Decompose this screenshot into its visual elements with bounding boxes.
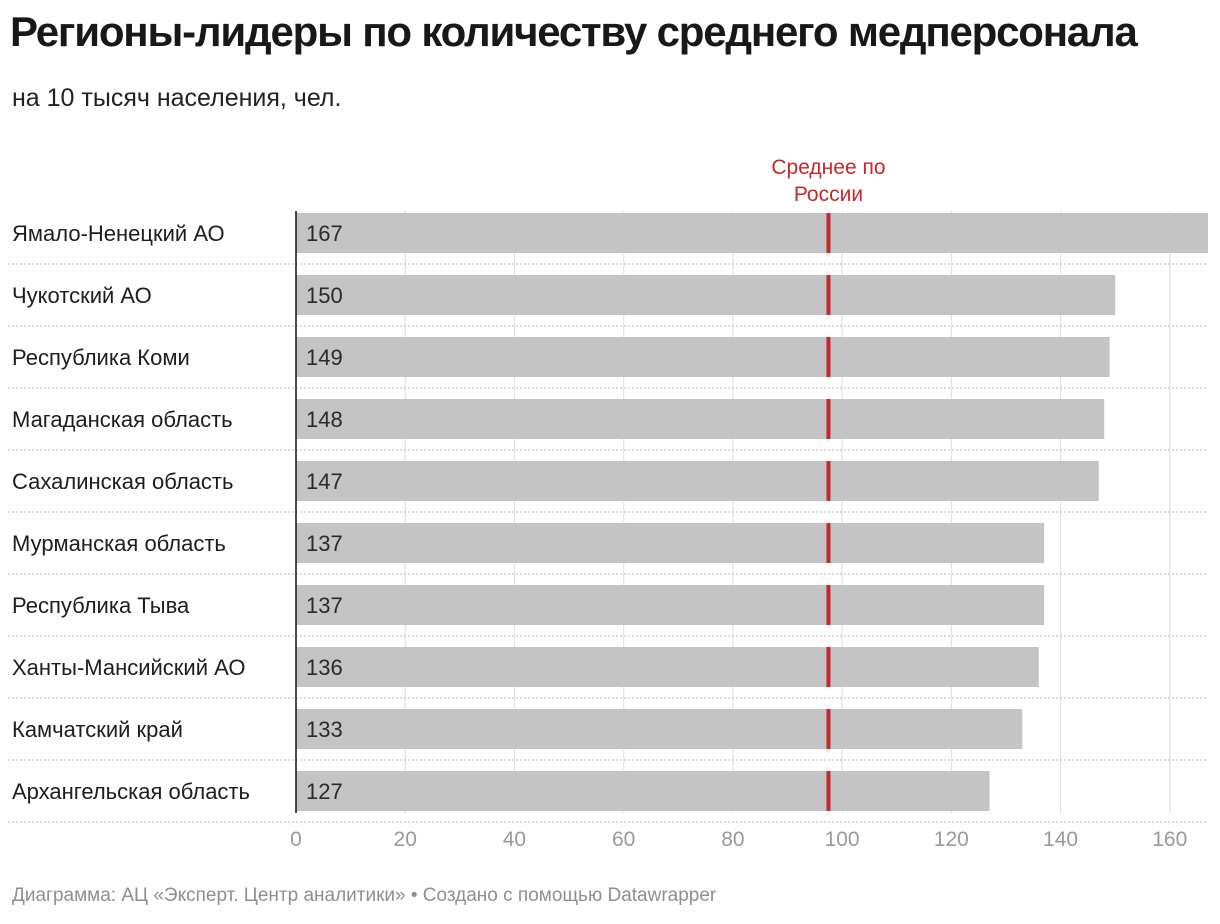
x-tick-label: 80 [721,828,744,851]
x-tick-label: 20 [394,828,417,851]
x-tick-label: 60 [612,828,635,851]
category-label: Сахалинская область [12,469,233,494]
bar [296,275,1116,315]
bar-value-label: 137 [306,531,343,556]
x-tick-label: 120 [934,828,969,851]
x-tick-label: 100 [825,828,860,851]
category-label: Республика Тыва [12,593,190,618]
bar [296,523,1045,563]
reference-label-line1: Среднее по [771,156,885,179]
category-label: Чукотский АО [12,283,152,308]
chart-title: Регионы-лидеры по количеству среднего ме… [10,8,1138,55]
bar [296,213,1208,253]
category-label: Республика Коми [12,345,190,370]
bar-value-label: 150 [306,283,343,308]
bar [296,585,1045,625]
category-label: Магаданская область [12,407,233,432]
reference-label-line2: России [794,183,863,206]
category-label: Ханты-Мансийский АО [12,655,245,680]
chart-subtitle: на 10 тысяч населения, чел. [12,84,342,112]
bar-value-label: 136 [306,655,343,680]
bar-value-label: 148 [306,407,343,432]
bar-value-label: 167 [306,221,343,246]
category-label: Камчатский край [12,717,183,742]
bar-value-label: 133 [306,717,343,742]
bar [296,647,1039,687]
bar-value-label: 149 [306,345,343,370]
x-tick-label: 160 [1152,828,1187,851]
bar [296,399,1105,439]
bar [296,709,1023,749]
bar [296,337,1110,377]
bar-value-label: 127 [306,779,343,804]
x-tick-label: 40 [503,828,526,851]
category-label: Архангельская область [12,779,250,804]
bar [296,771,990,811]
bar-value-label: 147 [306,469,343,494]
bar-value-label: 137 [306,593,343,618]
category-label: Мурманская область [12,531,226,556]
x-tick-label: 0 [290,828,302,851]
bar [296,461,1099,501]
category-label: Ямало-Ненецкий АО [12,221,225,246]
bar-chart: Ямало-Ненецкий АО 167 Чукотский АО 150 Респу… [8,156,1208,851]
x-tick-label: 140 [1043,828,1078,851]
chart-footer: Диаграмма: АЦ «Эксперт. Центр аналитики»… [12,885,717,906]
